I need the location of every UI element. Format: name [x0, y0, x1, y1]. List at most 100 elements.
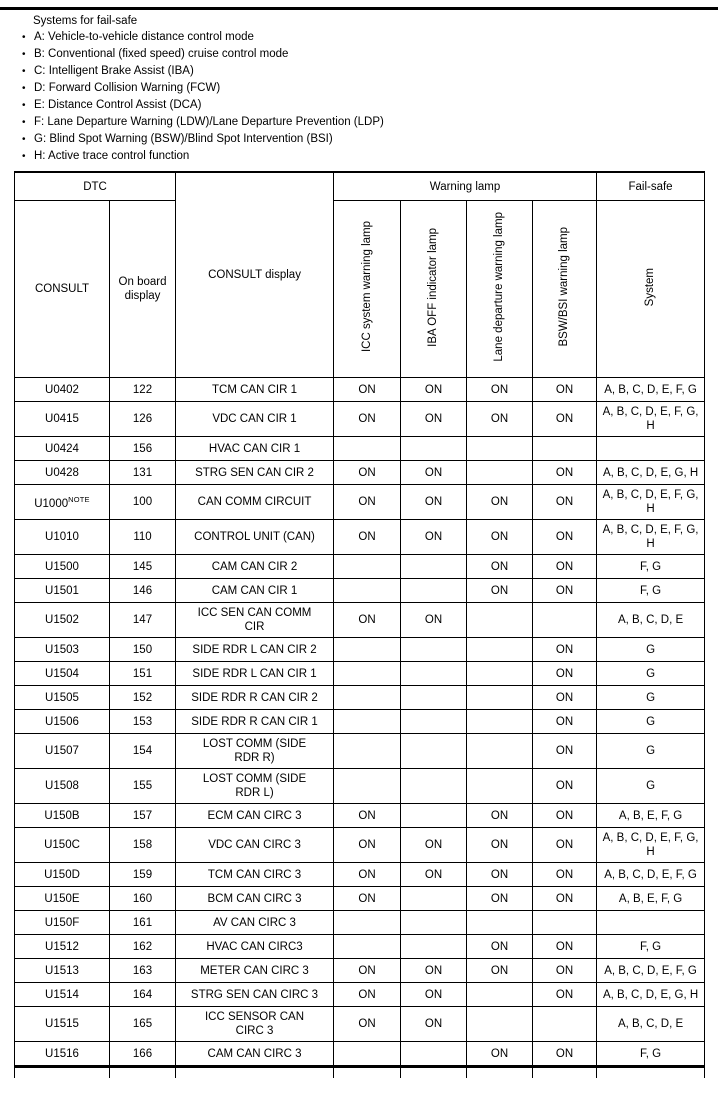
cell-lane-departure-warning-lamp: ON	[466, 827, 534, 863]
cell-consult-code: U1514	[14, 982, 110, 1007]
table-row: U1503 150 SIDE RDR L CAN CIR 2 ON G	[14, 637, 706, 662]
cell-onboard-code: 156	[108, 436, 177, 461]
cell-icc-system-warning-lamp	[333, 436, 402, 461]
cell-consult-display: SIDE RDR R CAN CIR 2	[175, 685, 335, 710]
table-row: U0428 131 STRG SEN CAN CIR 2 ON ON ON A,…	[14, 460, 706, 485]
cell-system	[596, 436, 706, 461]
cell-bsw-bsi-warning-lamp: ON	[532, 768, 598, 804]
cell-iba-off-indicator-lamp: ON	[400, 1006, 468, 1042]
cell-consult-display: LOST COMM (SIDE RDR L)	[175, 768, 335, 804]
cell-consult-display: HVAC CAN CIRC3	[175, 934, 335, 959]
list-item: D: Forward Collision Warning (FCW)	[22, 80, 718, 97]
cell-iba-off-indicator-lamp: ON	[400, 827, 468, 863]
cell-lane-departure-warning-lamp: ON	[466, 934, 534, 959]
page-top-rule	[0, 7, 718, 10]
cell-icc-system-warning-lamp: ON	[333, 484, 402, 520]
cell-bsw-bsi-warning-lamp: ON	[532, 958, 598, 983]
table-row: U1508 155 LOST COMM (SIDE RDR L) ON G	[14, 768, 706, 804]
cell-iba-off-indicator-lamp	[400, 637, 468, 662]
cell-consult-code: U1504	[14, 661, 110, 686]
cell-bsw-bsi-warning-lamp: ON	[532, 685, 598, 710]
cell-lane-departure-warning-lamp	[466, 982, 534, 1007]
list-item: E: Distance Control Assist (DCA)	[22, 97, 718, 114]
cell-system: A, B, E, F, G	[596, 886, 706, 911]
cell-lane-departure-warning-lamp: ON	[466, 484, 534, 520]
cell-consult-code: U1508	[14, 768, 110, 804]
cell-lane-departure-warning-lamp	[466, 602, 534, 638]
cell-iba-off-indicator-lamp	[400, 934, 468, 959]
cell-consult-code: U1010	[14, 519, 110, 555]
cell-iba-off-indicator-lamp: ON	[400, 460, 468, 485]
cell-system: F, G	[596, 934, 706, 959]
cell-bsw-bsi-warning-lamp: ON	[532, 1041, 598, 1068]
cell-consult-display: CAM CAN CIR 2	[175, 554, 335, 579]
cell-consult-display: HVAC CAN CIR 1	[175, 436, 335, 461]
vertical-label: System	[644, 267, 657, 307]
note-superscript: NOTE	[68, 495, 90, 504]
cell-consult-display: BCM CAN CIRC 3	[175, 886, 335, 911]
table-row: U1505 152 SIDE RDR R CAN CIR 2 ON G	[14, 685, 706, 710]
cell-lane-departure-warning-lamp: ON	[466, 803, 534, 828]
cell-consult-display: STRG SEN CAN CIRC 3	[175, 982, 335, 1007]
list-item: A: Vehicle-to-vehicle distance control m…	[22, 29, 718, 46]
cell-lane-departure-warning-lamp	[466, 460, 534, 485]
cell-lane-departure-warning-lamp: ON	[466, 519, 534, 555]
table-row: U1500 145 CAM CAN CIR 2 ON ON F, G	[14, 554, 706, 579]
cell-consult-display: ICC SENSOR CAN CIRC 3	[175, 1006, 335, 1042]
cell-iba-off-indicator-lamp: ON	[400, 982, 468, 1007]
dtc-table: DTC CONSULT display Warning lamp Fail-sa…	[13, 171, 706, 1068]
cell-onboard-code: 161	[108, 910, 177, 935]
cell-iba-off-indicator-lamp	[400, 768, 468, 804]
cell-consult-code: U150B	[14, 803, 110, 828]
table-row: U1507 154 LOST COMM (SIDE RDR R) ON G	[14, 733, 706, 769]
cell-onboard-code: 162	[108, 934, 177, 959]
cell-icc-system-warning-lamp: ON	[333, 460, 402, 485]
cell-onboard-code: 166	[108, 1041, 177, 1068]
cell-iba-off-indicator-lamp: ON	[400, 401, 468, 437]
cell-bsw-bsi-warning-lamp: ON	[532, 554, 598, 579]
cell-consult-code: U0402	[14, 377, 110, 402]
fail-safe-list: A: Vehicle-to-vehicle distance control m…	[22, 29, 718, 165]
cell-bsw-bsi-warning-lamp: ON	[532, 637, 598, 662]
cell-system: F, G	[596, 1041, 706, 1068]
cell-system	[596, 910, 706, 935]
cell-iba-off-indicator-lamp	[400, 436, 468, 461]
cell-iba-off-indicator-lamp	[400, 733, 468, 769]
cell-bsw-bsi-warning-lamp	[532, 602, 598, 638]
cell-icc-system-warning-lamp: ON	[333, 602, 402, 638]
table-row: U150B 157 ECM CAN CIRC 3 ON ON ON A, B, …	[14, 803, 706, 828]
cell-onboard-code: 154	[108, 733, 177, 769]
cell-consult-display: CONTROL UNIT (CAN)	[175, 519, 335, 555]
cell-icc-system-warning-lamp	[333, 554, 402, 579]
cell-icc-system-warning-lamp	[333, 578, 402, 603]
vertical-label: ICC system warning lamp	[360, 221, 373, 353]
cell-iba-off-indicator-lamp	[400, 1041, 468, 1068]
cell-lane-departure-warning-lamp	[466, 637, 534, 662]
list-item: G: Blind Spot Warning (BSW)/Blind Spot I…	[22, 131, 718, 148]
cell-consult-display: STRG SEN CAN CIR 2	[175, 460, 335, 485]
header-warning-lamp: Warning lamp	[333, 171, 598, 201]
cell-iba-off-indicator-lamp: ON	[400, 519, 468, 555]
cell-icc-system-warning-lamp: ON	[333, 1006, 402, 1042]
cell-consult-display: METER CAN CIRC 3	[175, 958, 335, 983]
cell-lane-departure-warning-lamp: ON	[466, 862, 534, 887]
cell-icc-system-warning-lamp	[333, 733, 402, 769]
header-consult: CONSULT	[14, 200, 110, 378]
cell-consult-display: SIDE RDR L CAN CIR 2	[175, 637, 335, 662]
cell-icc-system-warning-lamp	[333, 661, 402, 686]
cell-icc-system-warning-lamp: ON	[333, 803, 402, 828]
table-row: U0402 122 TCM CAN CIR 1 ON ON ON ON A, B…	[14, 377, 706, 402]
cell-system: A, B, C, D, E, F, G	[596, 862, 706, 887]
list-item: H: Active trace control function	[22, 148, 718, 165]
cell-bsw-bsi-warning-lamp: ON	[532, 862, 598, 887]
table-row: U0415 126 VDC CAN CIR 1 ON ON ON ON A, B…	[14, 401, 706, 437]
cell-onboard-code: 152	[108, 685, 177, 710]
cell-consult-display: TCM CAN CIR 1	[175, 377, 335, 402]
table-row: U150D 159 TCM CAN CIRC 3 ON ON ON ON A, …	[14, 862, 706, 887]
cell-onboard-code: 163	[108, 958, 177, 983]
cell-iba-off-indicator-lamp	[400, 709, 468, 734]
cell-lane-departure-warning-lamp	[466, 733, 534, 769]
cell-system: G	[596, 685, 706, 710]
cell-system: A, B, C, D, E, F, G, H	[596, 401, 706, 437]
cell-lane-departure-warning-lamp: ON	[466, 554, 534, 579]
